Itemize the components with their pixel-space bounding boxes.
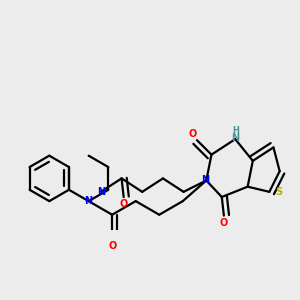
Text: S: S [275,187,282,197]
Text: N: N [97,187,105,197]
Text: O: O [220,218,228,228]
Text: O: O [119,199,128,209]
Text: O: O [108,242,116,251]
Text: O: O [189,129,197,139]
Text: N: N [231,133,239,143]
Text: N: N [85,196,93,206]
Text: N: N [201,176,209,185]
Text: H: H [232,126,239,135]
